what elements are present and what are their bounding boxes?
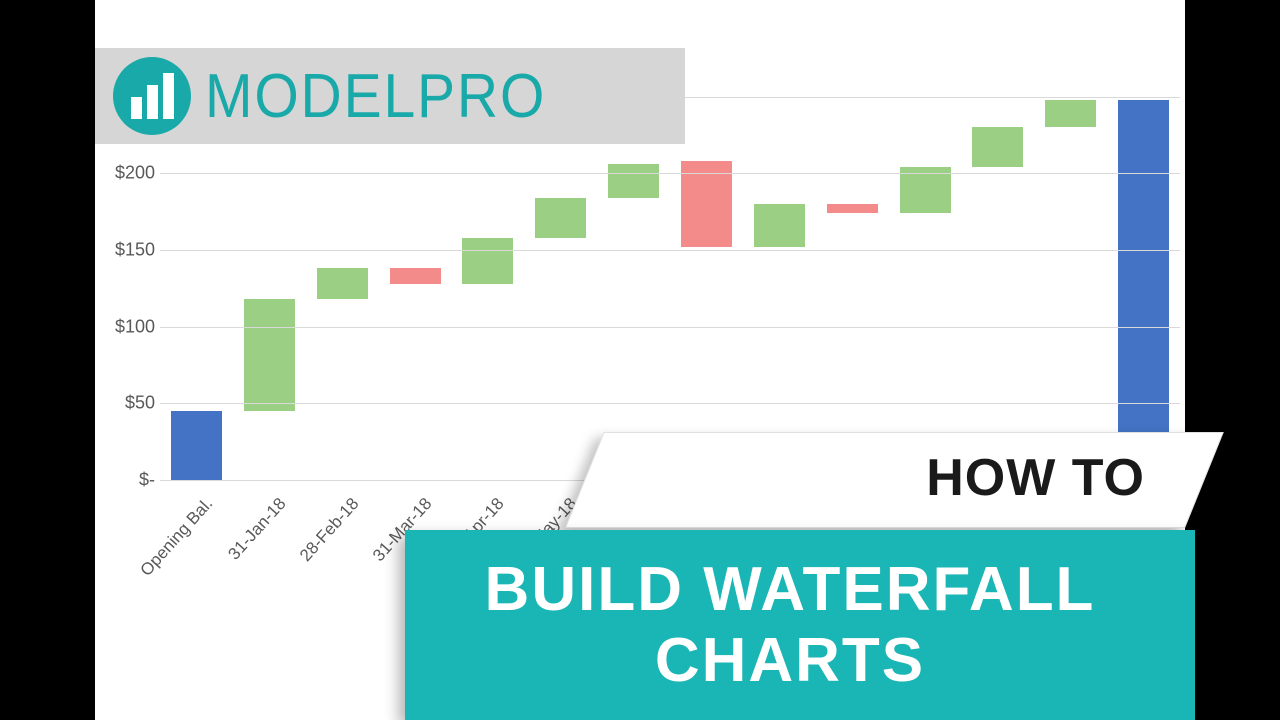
logo-icon [113, 57, 191, 135]
build-line2: CHARTS [655, 625, 925, 696]
x-tick-label: 28-Feb-18 [296, 494, 363, 566]
logo-text: MODELPRO [205, 61, 546, 132]
y-tick-label: $- [100, 470, 155, 491]
y-tick-label: $150 [100, 240, 155, 261]
y-tick-label: $100 [100, 316, 155, 337]
logo-banner: MODELPRO [95, 48, 685, 144]
x-tick-label: 31-Jan-18 [224, 494, 290, 564]
build-card: BUILD WATERFALL CHARTS [405, 530, 1195, 720]
stage: $-$50$100$150$200$250 Opening Bal.31-Jan… [95, 0, 1185, 720]
x-tick-label: Opening Bal. [137, 494, 218, 580]
y-tick-label: $50 [100, 393, 155, 414]
howto-text: HOW TO [926, 448, 1145, 508]
y-tick-label: $200 [100, 163, 155, 184]
build-line1: BUILD WATERFALL [485, 554, 1096, 625]
